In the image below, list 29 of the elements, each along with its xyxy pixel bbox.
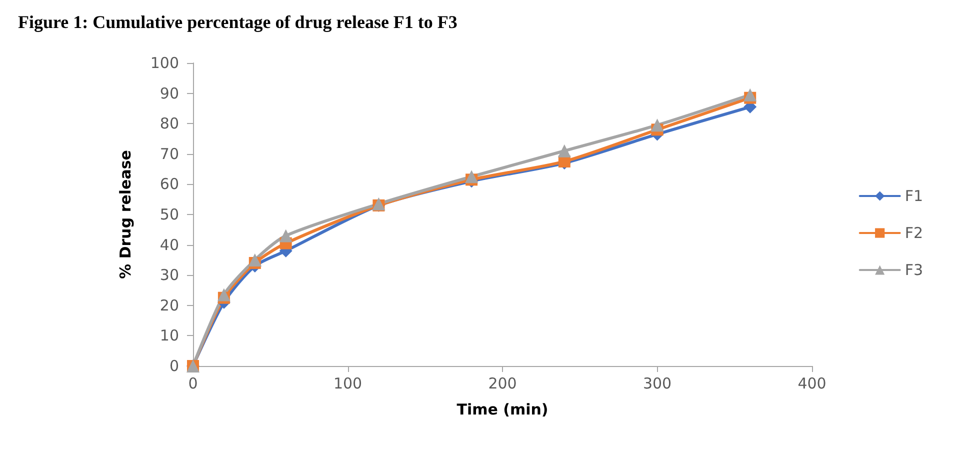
- point: [744, 88, 757, 102]
- y-tick-label: 10: [160, 326, 179, 345]
- y-tick-label: 40: [160, 236, 179, 254]
- point: [217, 288, 230, 302]
- y-tick-label: 30: [160, 266, 179, 284]
- point: [650, 118, 664, 132]
- x-tick-label: 200: [488, 374, 517, 392]
- legend-label: F3: [904, 261, 923, 279]
- point: [248, 253, 262, 266]
- y-tick-label: 50: [160, 206, 179, 224]
- x-tick-label: 400: [798, 374, 826, 392]
- y-tick-label: 60: [160, 175, 179, 194]
- y-axis-title: % Drug release: [116, 150, 134, 279]
- y-tick-label: 70: [160, 144, 179, 163]
- y-tick-label: 20: [160, 296, 179, 314]
- y-tick-label: 0: [169, 357, 179, 375]
- y-tick-label: 100: [150, 54, 179, 72]
- y-tick-label: 90: [160, 84, 179, 102]
- legend-label: F1: [904, 187, 923, 205]
- point: [558, 144, 571, 158]
- x-tick-label: 0: [188, 374, 198, 392]
- y-tick-label: 80: [160, 114, 179, 133]
- legend-label: F2: [904, 224, 923, 242]
- point: [279, 229, 292, 242]
- x-tick-label: 100: [333, 374, 362, 392]
- chart-title: Figure 1: Cumulative percentage of drug release F1 to F3: [18, 12, 458, 32]
- x-axis-title: Time (min): [456, 400, 548, 418]
- point: [465, 170, 478, 184]
- x-tick-label: 300: [642, 374, 672, 392]
